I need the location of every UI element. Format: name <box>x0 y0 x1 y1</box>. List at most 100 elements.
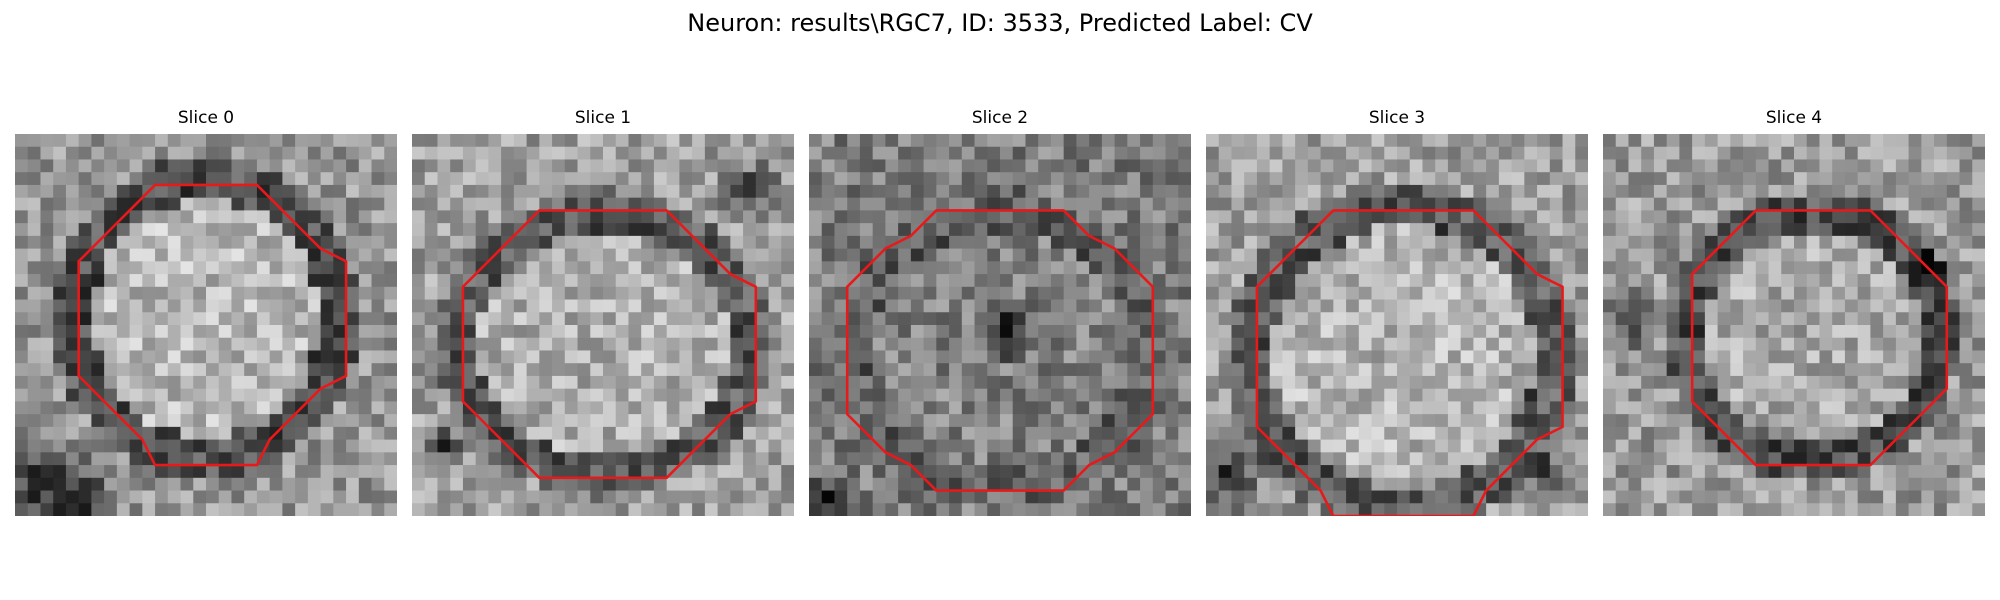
pixel-cell <box>1358 197 1372 211</box>
pixel-cell <box>641 325 655 339</box>
pixel-cell <box>987 477 1001 491</box>
pixel-cell <box>1486 325 1500 339</box>
pixel-cell <box>1666 223 1680 237</box>
pixel-cell <box>1206 146 1220 160</box>
pixel-cell <box>717 286 731 300</box>
pixel-cell <box>1806 134 1820 148</box>
pixel-cell <box>1704 477 1718 491</box>
pixel-cell <box>1704 286 1718 300</box>
pixel-cell <box>1000 235 1014 249</box>
pixel-cell <box>1628 426 1642 440</box>
pixel-cell <box>501 490 515 504</box>
pixel-cell <box>1140 426 1154 440</box>
pixel-cell <box>1819 439 1833 453</box>
pixel-cell <box>1038 184 1052 199</box>
pixel-cell <box>15 210 29 224</box>
pixel-cell <box>1562 414 1576 428</box>
pixel-cell <box>923 490 937 504</box>
pixel-cell <box>1679 388 1693 402</box>
pixel-cell <box>1666 274 1680 288</box>
pixel-cell <box>704 375 718 390</box>
pixel-cell <box>755 184 769 199</box>
pixel-cell <box>180 325 194 339</box>
pixel-cell <box>53 401 67 415</box>
pixel-cell <box>1384 401 1398 415</box>
pixel-cell <box>1959 426 1973 440</box>
pixel-cell <box>1832 299 1846 313</box>
pixel-cell <box>1409 452 1423 466</box>
pixel-cell <box>1152 350 1166 364</box>
pixel-cell <box>1844 299 1859 313</box>
pixel-cell <box>1409 299 1423 313</box>
pixel-cell <box>1768 452 1782 466</box>
pixel-cell <box>628 465 642 479</box>
slice-title-4: Slice 4 <box>1765 108 1823 128</box>
pixel-cell <box>1857 210 1871 224</box>
pixel-cell <box>1819 350 1833 364</box>
pixel-cell <box>936 299 950 313</box>
pixel-cell <box>923 375 937 390</box>
pixel-cell <box>1422 414 1436 428</box>
pixel-cell <box>1460 197 1474 211</box>
pixel-cell <box>1921 223 1935 237</box>
pixel-cell <box>781 159 794 173</box>
pixel-cell <box>898 426 912 440</box>
pixel-cell <box>104 184 118 199</box>
pixel-cell <box>1628 172 1642 186</box>
pixel-cell <box>1844 350 1859 364</box>
pixel-cell <box>1921 337 1935 351</box>
pixel-cell <box>641 210 655 224</box>
pixel-cell <box>256 223 271 237</box>
pixel-cell <box>116 477 130 491</box>
pixel-cell <box>307 159 321 173</box>
pixel-cell <box>155 223 169 237</box>
pixel-cell <box>898 490 912 504</box>
pixel-cell <box>577 134 591 148</box>
pixel-cell <box>333 414 347 428</box>
pixel-cell <box>974 146 988 160</box>
pixel-cell <box>974 261 988 275</box>
pixel-cell <box>1921 477 1935 491</box>
pixel-cell <box>1409 261 1423 275</box>
pixel-cell <box>1397 146 1411 160</box>
pixel-cell <box>1679 452 1693 466</box>
pixel-cell <box>1460 503 1474 516</box>
pixel-cell <box>615 184 629 199</box>
pixel-cell <box>206 274 220 288</box>
pixel-cell <box>53 363 67 377</box>
pixel-cell <box>1857 235 1871 249</box>
pixel-cell <box>129 235 143 249</box>
pixel-cell <box>1358 299 1372 313</box>
pixel-cell <box>320 477 334 491</box>
pixel-cell <box>1127 490 1141 504</box>
pixel-cell <box>1012 274 1026 288</box>
pixel-cell <box>1256 223 1271 237</box>
pixel-cell <box>1165 477 1179 491</box>
pixel-cell <box>1549 172 1563 186</box>
pixel-cell <box>1768 261 1782 275</box>
pixel-cell <box>1628 325 1642 339</box>
pixel-cell <box>552 159 566 173</box>
pixel-cell <box>1140 210 1154 224</box>
pixel-cell <box>1946 146 1960 160</box>
pixel-cell <box>384 401 397 415</box>
pixel-cell <box>129 350 143 364</box>
pixel-cell <box>1218 274 1232 288</box>
pixel-cell <box>923 248 937 262</box>
pixel-cell <box>1743 439 1757 453</box>
pixel-cell <box>1870 146 1884 160</box>
pixel-cell <box>1908 146 1922 160</box>
pixel-cell <box>1178 350 1191 364</box>
pixel-cell <box>1447 134 1462 148</box>
pixel-cell <box>1946 197 1960 211</box>
pixel-cell <box>307 312 321 326</box>
pixel-cell <box>743 299 757 313</box>
pixel-cell <box>1346 146 1360 160</box>
pixel-cell <box>1076 414 1090 428</box>
pixel-cell <box>1679 477 1693 491</box>
pixel-cell <box>1603 375 1617 390</box>
pixel-cell <box>1165 363 1179 377</box>
pixel-cell <box>1320 350 1334 364</box>
pixel-cell <box>1435 286 1449 300</box>
pixel-cell <box>872 261 886 275</box>
